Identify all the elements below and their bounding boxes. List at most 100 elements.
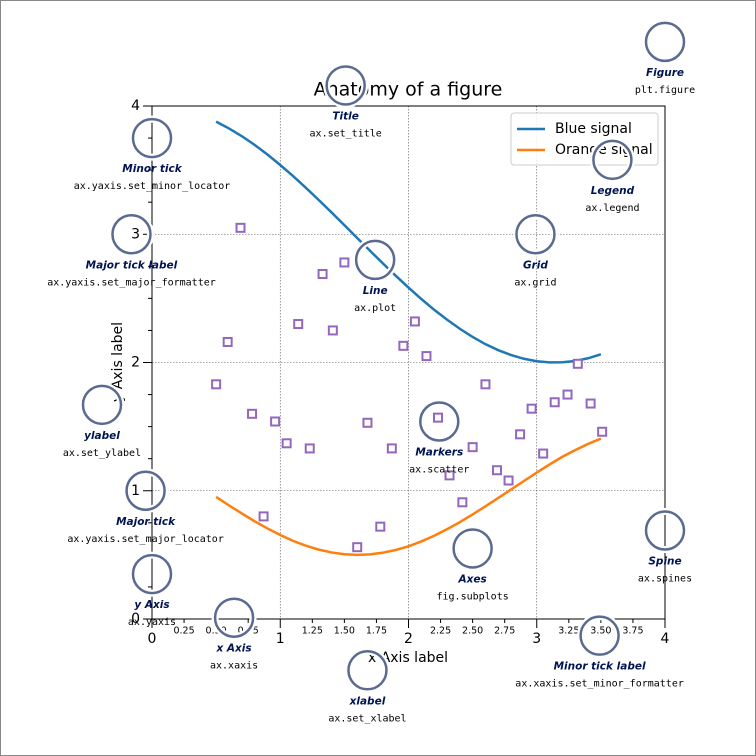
annotation-code: ax.set_title	[310, 128, 382, 139]
annotation-circle	[354, 239, 396, 281]
annotation-label: Legend	[591, 185, 635, 197]
x-minor-tick-label: 0.25	[173, 626, 194, 637]
annotation-circle	[419, 401, 460, 442]
annotation-label: Line	[363, 285, 388, 297]
scatter-marker	[258, 511, 269, 522]
scatter-marker	[352, 542, 363, 553]
annotation-circle	[131, 553, 173, 595]
annotation-label: Major tick label	[86, 259, 178, 271]
annotation-label: Figure	[646, 67, 684, 79]
x-tick-label: 3	[532, 631, 541, 647]
annotation-label: Major tick	[116, 516, 176, 528]
annotation-label: x Axis	[215, 643, 251, 655]
annotation-code: ax.grid	[514, 277, 556, 288]
scatter-marker	[375, 521, 386, 532]
x-minor-tick-label: 3.50	[590, 626, 611, 637]
scatter-marker	[211, 379, 222, 390]
annotation-label: Minor tick	[122, 163, 182, 175]
scatter-marker	[421, 351, 432, 362]
scatter-marker	[270, 416, 281, 427]
annotation-circle	[644, 21, 686, 63]
y-tick-label: 4	[131, 98, 140, 114]
y-tick-label: 0	[131, 611, 140, 627]
x-tick-label: 0	[148, 631, 157, 647]
annotation-circle	[213, 597, 255, 638]
scatter-marker	[293, 319, 304, 330]
scatter-marker	[235, 222, 246, 233]
scatter-marker	[362, 417, 373, 428]
annotation-code: ax.xaxis	[210, 661, 258, 672]
scatter-marker	[339, 257, 350, 268]
annotation-code: ax.yaxis.set_major_locator	[67, 534, 224, 545]
scatter-marker	[480, 379, 491, 390]
scatter-marker	[526, 403, 537, 414]
annotation-code: ax.yaxis.set_major_formatter	[47, 277, 216, 288]
scatter-marker	[562, 389, 573, 400]
annotation-code: ax.legend	[585, 203, 639, 214]
annotation-circle	[515, 214, 556, 255]
annotation-label: Spine	[648, 556, 681, 568]
x-minor-tick-label: 1.25	[302, 626, 323, 637]
y-tick-label: 3	[131, 226, 140, 242]
y-tick-label: 1	[131, 483, 140, 499]
legend-frame	[510, 112, 659, 166]
annotation-circle	[325, 65, 366, 106]
scatter-marker	[304, 443, 315, 454]
annotation-circle	[125, 470, 166, 511]
annotation-code: plt.figure	[635, 85, 695, 96]
annotation-code: ax.spines	[638, 574, 692, 585]
scatter-marker	[327, 325, 338, 336]
annotation-circle	[111, 214, 152, 255]
line-series	[215, 437, 602, 557]
scatter-marker	[515, 429, 526, 440]
x-minor-tick-label: 2.25	[430, 626, 451, 637]
scatter-marker	[281, 438, 292, 449]
x-minor-tick-label: 1.50	[334, 626, 355, 637]
annotation-circle	[81, 384, 123, 426]
scatter-marker	[432, 412, 443, 423]
annotation-circle	[131, 117, 173, 159]
scatter-marker	[247, 408, 258, 419]
scatter-marker	[444, 470, 455, 481]
annotation-code: ax.yaxis	[128, 617, 176, 628]
x-tick-label: 4	[661, 631, 670, 647]
annotation-label: ylabel	[84, 430, 120, 442]
annotation-code: ax.plot	[354, 303, 396, 314]
scatter-marker	[457, 497, 468, 508]
chart-title: Anatomy of a figure	[314, 79, 503, 101]
y-tick-label: 2	[131, 355, 140, 371]
scatter-marker	[467, 442, 478, 453]
annotation-circle	[592, 139, 633, 181]
scatter-marker	[491, 465, 502, 476]
annotation-circle	[644, 510, 686, 551]
x-minor-tick-label: 2.75	[494, 626, 515, 637]
scatter-marker	[572, 358, 583, 369]
scatter-marker	[549, 397, 560, 408]
annotation-label: Minor tick label	[554, 661, 646, 673]
x-minor-tick-label: 2.50	[462, 626, 483, 637]
annotation-label: Title	[332, 110, 359, 122]
y-axis-label: y Axis label	[110, 322, 126, 402]
annotation-code: ax.yaxis.set_minor_locator	[74, 181, 231, 192]
scatter-marker	[585, 398, 596, 409]
scatter-marker	[386, 443, 397, 454]
annotation-code: ax.scatter	[409, 464, 469, 475]
x-minor-tick-label: 3.75	[622, 626, 643, 637]
line-series	[215, 120, 602, 364]
annotation-code: fig.subplots	[437, 591, 509, 602]
annotation-circle	[579, 615, 620, 656]
annotation-code: ax.set_xlabel	[328, 713, 406, 724]
annotation-label: Axes	[457, 573, 486, 585]
x-tick-label: 2	[404, 631, 413, 647]
x-minor-tick-label: 1.75	[366, 626, 387, 637]
annotation-label: y Axis	[134, 599, 169, 611]
annotation-label: xlabel	[349, 695, 386, 707]
scatter-marker	[317, 269, 328, 280]
scatter-marker	[409, 316, 420, 327]
scatter-marker	[398, 340, 409, 351]
x-tick-label: 1	[276, 631, 285, 647]
annotation-circle	[452, 528, 493, 569]
annotation-label: Markers	[415, 446, 463, 458]
